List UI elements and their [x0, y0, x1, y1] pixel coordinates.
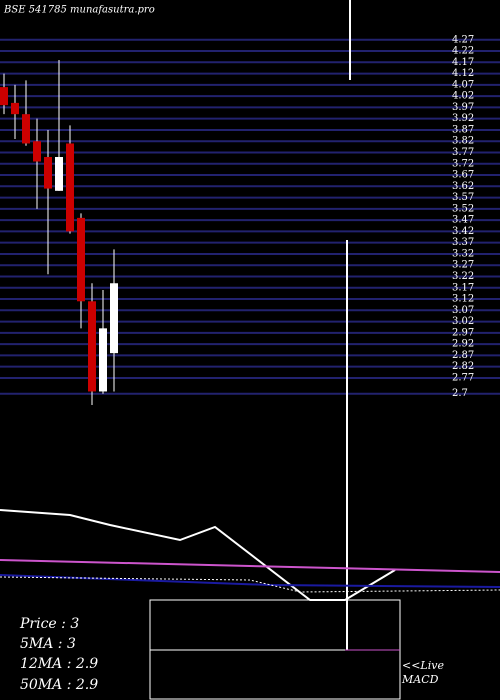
y-tick-label: 2.7 — [452, 388, 468, 399]
y-tick-label: 3.62 — [452, 181, 474, 192]
y-tick-label: 3.92 — [452, 113, 474, 124]
candle-body — [11, 102, 19, 115]
y-tick-label: 3.07 — [452, 305, 474, 316]
chart-title: BSE 541785 munafasutra.pro — [3, 5, 155, 16]
y-tick-label: 4.27 — [452, 34, 474, 45]
y-tick-label: 3.97 — [452, 102, 474, 113]
y-tick-label: 3.67 — [452, 170, 474, 181]
y-tick-label: 3.32 — [452, 248, 474, 259]
y-tick-label: 4.12 — [452, 68, 474, 79]
y-tick-label: 2.92 — [452, 339, 474, 350]
candle-body — [77, 217, 85, 302]
y-tick-label: 3.17 — [452, 282, 474, 293]
candle-body — [110, 283, 118, 354]
y-tick-label: 3.72 — [452, 158, 474, 169]
indicator-line — [0, 559, 500, 573]
readout: Price : 3 — [19, 616, 79, 632]
y-tick-label: 2.77 — [452, 372, 474, 383]
y-tick-label: 2.82 — [452, 361, 474, 372]
y-tick-label: 3.82 — [452, 136, 474, 147]
y-tick-label: 3.77 — [452, 147, 474, 158]
candle-body — [44, 157, 52, 189]
live-label: <<Live — [402, 659, 444, 672]
grid — [0, 38, 500, 395]
y-tick-label: 3.27 — [452, 260, 474, 271]
candle-body — [55, 157, 63, 191]
candle-body — [0, 87, 8, 106]
y-tick-label: 3.02 — [452, 316, 474, 327]
y-tick-label: 2.97 — [452, 327, 474, 338]
y-tick-label: 3.37 — [452, 237, 474, 248]
candle-body — [66, 143, 74, 232]
indicator-line — [0, 574, 500, 588]
indicator-line — [0, 576, 500, 593]
y-tick-label: 3.57 — [452, 192, 474, 203]
readout: 12MA : 2.9 — [20, 656, 98, 672]
readout: 5MA : 3 — [20, 636, 76, 652]
y-tick-label: 4.07 — [452, 79, 474, 90]
y-tick-label: 3.22 — [452, 271, 474, 282]
y-tick-label: 3.42 — [452, 226, 474, 237]
y-tick-label: 3.52 — [452, 203, 474, 214]
y-tick-label: 2.87 — [452, 350, 474, 361]
readout: 50MA : 2.9 — [20, 677, 98, 693]
y-tick-label: 4.02 — [452, 91, 474, 102]
indicator-line — [0, 509, 396, 601]
y-tick-label: 3.87 — [452, 124, 474, 135]
candle-body — [33, 141, 41, 162]
candle-body — [88, 301, 96, 392]
y-tick-label: 4.22 — [452, 46, 474, 57]
macd-label: MACD — [401, 673, 439, 686]
candle-body — [22, 114, 30, 144]
candle-body — [99, 328, 107, 392]
y-tick-label: 4.17 — [452, 57, 474, 68]
y-tick-label: 3.47 — [452, 215, 474, 226]
y-tick-label: 3.12 — [452, 294, 474, 305]
